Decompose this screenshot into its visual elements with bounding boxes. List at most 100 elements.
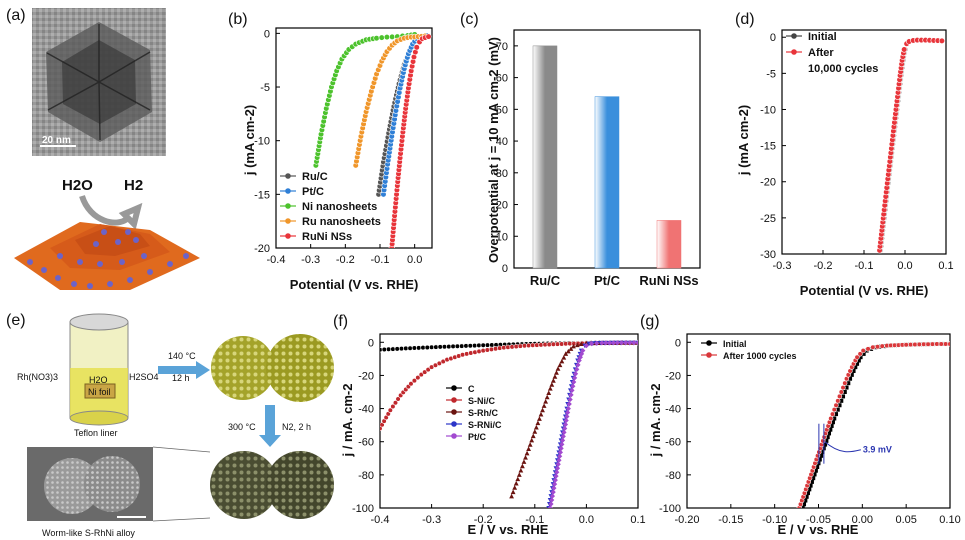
data-point [800,506,805,508]
reaction-arrow-icon [79,194,143,230]
x-tick-label: -0.1 [855,260,874,272]
data-point [386,346,392,352]
legend: Ru/C Pt/C Ni nanosheets Ru nanosheets RuNi N… [280,171,381,243]
legend-label: S-Ni/C [468,396,496,406]
data-point [407,345,413,351]
data-point [557,453,563,459]
sem-image [27,447,153,521]
step2-temp: 300 °C [228,422,256,432]
data-point [835,398,841,404]
data-point [860,347,866,354]
annotation-label: 3.9 mV [863,445,892,455]
data-point [547,386,553,391]
data-point [390,346,396,352]
data-point [561,355,567,360]
data-point [832,416,837,421]
data-point [943,341,949,347]
x-tick-label: 0.1 [938,260,953,272]
y-tick-label: -20 [358,370,374,382]
data-point [422,369,428,375]
y-tick-label: 10 [496,231,508,243]
tem-image: 20 nm [32,8,166,156]
data-point [865,346,871,352]
data-point [489,342,495,348]
h2o-label: H2O [62,177,93,194]
data-point [565,348,571,354]
data-point [550,489,556,495]
legend-marker [706,340,712,346]
data-point [854,354,860,360]
data-point [635,340,638,346]
data-point [623,340,629,346]
bar-runi-nss [656,220,682,269]
data-point [568,392,574,398]
data-point [544,394,550,400]
data-point [484,342,491,348]
legend-label: Initial [723,339,747,349]
x-tick-label: -0.2 [474,514,493,526]
legend-label: After 1000 cycles [723,351,797,361]
data-point [819,453,824,458]
data-point [837,403,842,408]
data-point [550,378,556,383]
y-tick-label: -30 [760,249,776,261]
x-tick-label: 0.0 [897,260,912,272]
legend-marker [451,397,457,403]
data-point [411,378,418,384]
x-tick-label: 0.05 [895,514,916,526]
data-point [574,342,580,348]
data-point [454,343,461,349]
data-point [411,345,418,351]
data-point [526,446,532,452]
data-point [383,34,391,41]
legend-marker [451,385,457,391]
data-point [938,341,944,347]
data-point [802,502,807,507]
data-point [558,445,564,451]
data-point [829,411,836,417]
x-tick-label: -0.3 [301,254,320,266]
data-point [559,358,565,364]
data-point [834,412,839,417]
x-tick-label: 0.0 [407,254,422,266]
data-point [874,344,881,350]
product-name: Worm-like S-RhNi alloy [42,528,135,538]
y-tick-label: -80 [358,470,374,482]
y-tick-label: -100 [659,503,681,515]
worm-sphere-dark-icon [210,451,334,519]
data-point [565,409,571,416]
data-point [416,345,422,351]
data-point [560,433,566,440]
data-point [925,341,931,347]
data-point [467,343,473,349]
y-axis-label: j / mA. cm-2 [340,384,355,458]
data-point [627,340,633,346]
data-point [803,498,808,503]
data-point [543,399,549,404]
data-point [549,493,556,499]
data-point [552,374,558,379]
data-point [808,483,813,488]
data-point [618,340,625,346]
data-point [849,372,854,377]
data-point [938,37,946,44]
legend-marker [285,188,291,194]
x-category-label: RuNi NSs [639,273,698,288]
bar-pt-c [594,96,620,269]
plot-frame [275,27,433,249]
data-point [571,343,576,349]
nanosheet-model [14,222,200,290]
data-point [538,411,544,417]
data-point [468,350,474,356]
x-tick-label: 0.10 [939,514,960,526]
data-point [523,455,528,460]
series-1 [796,341,950,508]
data-point [515,476,521,482]
legend-marker [451,409,457,415]
y-axis-label: Overpotential at j = 10 mA cm-2 (mV) [486,37,501,263]
legend-label: RuNi NSs [302,231,352,243]
data-point [446,343,452,350]
data-point [817,457,822,462]
data-point [418,372,424,378]
data-point [583,343,589,349]
